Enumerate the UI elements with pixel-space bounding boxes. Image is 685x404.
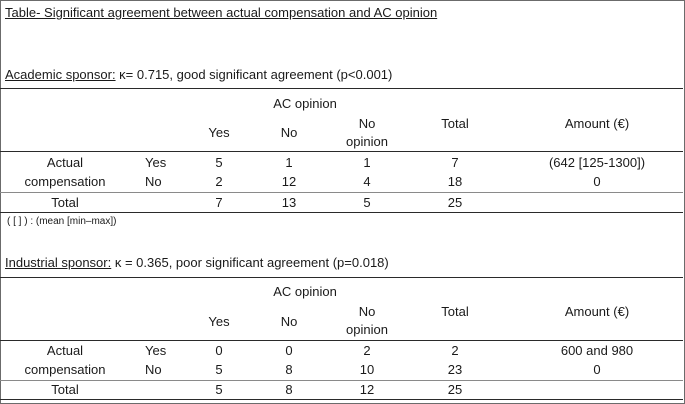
- industrial-sponsor-label: Industrial sponsor:: [5, 255, 112, 270]
- academic-no-no: 12: [281, 174, 297, 189]
- industrial-row-yes-label: Yes: [145, 343, 167, 358]
- academic-row-label-actual: Actual: [46, 155, 84, 170]
- industrial-no-yes: 5: [215, 362, 223, 377]
- academic-row-label-compensation: compensation: [24, 174, 106, 189]
- academic-col-total: Total: [441, 116, 469, 131]
- industrial-col-noopinion-1: No: [358, 304, 376, 319]
- industrial-row-label-compensation: compensation: [24, 362, 106, 377]
- industrial-total-total: 25: [447, 382, 463, 397]
- industrial-no-noopinion: 10: [359, 362, 375, 377]
- academic-top-rule: [0, 88, 683, 89]
- academic-total-no: 13: [281, 195, 297, 210]
- academic-no-noopinion: 4: [363, 174, 371, 189]
- academic-total-yes: 7: [215, 195, 223, 210]
- industrial-stat-text: κ = 0.365, poor significant agreement (p…: [111, 255, 389, 270]
- industrial-bottom-rule: [0, 399, 683, 400]
- industrial-row-no-label: No: [145, 362, 162, 377]
- academic-footnote: ( [ ] ) : (mean [min–max]): [7, 216, 117, 227]
- academic-section-heading: Academic sponsor: κ= 0.715, good signifi…: [5, 67, 392, 82]
- academic-header-rule: [0, 151, 683, 152]
- industrial-yes-yes: 0: [215, 343, 223, 358]
- industrial-no-amount: 0: [593, 362, 601, 377]
- industrial-no-total: 23: [447, 362, 463, 377]
- table-title: Table- Significant agreement between act…: [5, 5, 438, 20]
- academic-yes-total: 7: [451, 155, 459, 170]
- academic-yes-no: 1: [285, 155, 293, 170]
- academic-yes-noopinion: 1: [363, 155, 371, 170]
- academic-no-yes: 2: [215, 174, 223, 189]
- academic-row-yes-label: Yes: [145, 155, 167, 170]
- industrial-ac-opinion-header: AC opinion: [273, 284, 337, 299]
- academic-total-total: 25: [447, 195, 463, 210]
- industrial-col-amount: Amount (€): [564, 304, 630, 319]
- academic-yes-amount: (642 [125-1300]): [548, 155, 646, 170]
- academic-col-no: No: [280, 125, 298, 140]
- academic-yes-yes: 5: [215, 155, 223, 170]
- academic-col-amount: Amount (€): [564, 116, 630, 131]
- academic-col-yes: Yes: [208, 125, 230, 140]
- academic-no-amount: 0: [593, 174, 601, 189]
- industrial-total-label: Total: [51, 382, 79, 397]
- academic-bottom-rule: [0, 212, 683, 213]
- industrial-yes-total: 2: [451, 343, 459, 358]
- industrial-col-yes: Yes: [208, 314, 230, 329]
- academic-sponsor-label: Academic sponsor:: [5, 67, 116, 82]
- industrial-body-rule: [0, 380, 683, 381]
- academic-stat-text: κ= 0.715, good significant agreement (p<…: [115, 67, 393, 82]
- industrial-yes-no: 0: [285, 343, 293, 358]
- industrial-total-noopinion: 12: [359, 382, 375, 397]
- industrial-col-noopinion-2: opinion: [346, 322, 388, 337]
- industrial-yes-amount: 600 and 980: [560, 343, 634, 358]
- industrial-row-label-actual: Actual: [46, 343, 84, 358]
- academic-row-no-label: No: [145, 174, 162, 189]
- academic-total-label: Total: [51, 195, 79, 210]
- industrial-col-no: No: [280, 314, 298, 329]
- academic-no-total: 18: [447, 174, 463, 189]
- industrial-total-no: 8: [285, 382, 293, 397]
- industrial-no-no: 8: [285, 362, 293, 377]
- academic-ac-opinion-header: AC opinion: [273, 96, 337, 111]
- industrial-header-rule: [0, 340, 683, 341]
- industrial-yes-noopinion: 2: [363, 343, 371, 358]
- industrial-section-heading: Industrial sponsor: κ = 0.365, poor sign…: [5, 255, 389, 270]
- academic-col-noopinion-2: opinion: [346, 134, 388, 149]
- academic-body-rule: [0, 192, 683, 193]
- industrial-total-yes: 5: [215, 382, 223, 397]
- academic-col-noopinion-1: No: [358, 116, 376, 131]
- industrial-top-rule: [0, 277, 683, 278]
- academic-total-noopinion: 5: [363, 195, 371, 210]
- industrial-col-total: Total: [441, 304, 469, 319]
